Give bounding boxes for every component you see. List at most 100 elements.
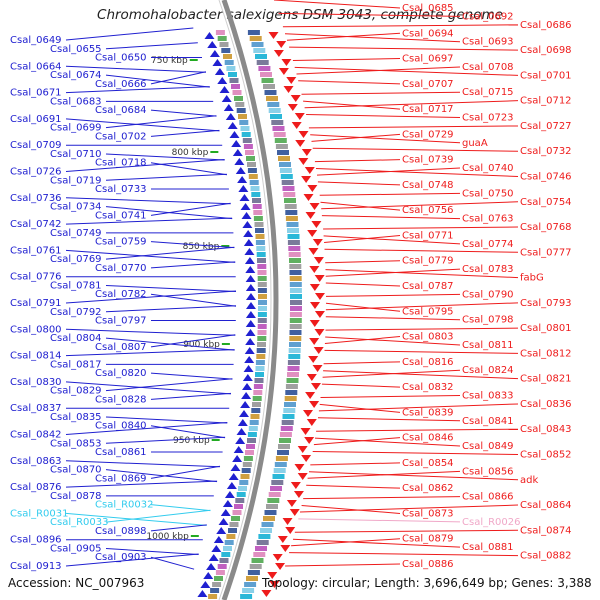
forward-feature-box	[252, 198, 261, 203]
right-label-leader	[312, 451, 519, 455]
left-label-leader	[65, 512, 207, 526]
left-label-leader	[150, 556, 195, 570]
right-label-leader	[289, 46, 519, 51]
forward-gene-arrow	[236, 428, 247, 435]
right-gene-label: Csal_0864	[520, 500, 572, 511]
forward-feature-box	[257, 312, 267, 317]
right-label-leader	[315, 168, 519, 177]
reverse-feature-box	[284, 402, 296, 407]
reverse-feature-box	[258, 66, 271, 71]
reverse-gene-arrow	[313, 347, 324, 354]
scale-label: 850 kbp	[183, 242, 220, 252]
right-label-leader	[310, 462, 401, 466]
reverse-gene-arrow	[306, 374, 317, 381]
right-label-leader	[294, 66, 519, 76]
forward-gene-arrow	[220, 509, 231, 516]
forward-gene-arrow	[240, 401, 251, 408]
forward-gene-arrow	[245, 329, 256, 336]
reverse-feature-box	[278, 156, 290, 161]
right-gene-label: Csal_0771	[402, 230, 454, 241]
forward-gene-arrow	[232, 149, 243, 156]
left-label-leader	[65, 118, 220, 132]
reverse-feature-box	[277, 450, 289, 455]
forward-gene-arrow	[204, 32, 215, 39]
forward-gene-arrow	[224, 491, 235, 498]
left-label-leader	[65, 422, 228, 435]
left-gene-label: Csal_0710	[50, 149, 102, 160]
reverse-feature-box	[286, 378, 299, 383]
left-gene-label: Csal_0683	[50, 96, 102, 107]
left-label-leader	[65, 553, 199, 567]
right-gene-label: Csal_0790	[462, 289, 514, 300]
right-label-leader	[289, 552, 519, 557]
reverse-feature-box	[264, 510, 277, 515]
reverse-feature-box	[271, 480, 284, 485]
reverse-gene-arrow	[309, 266, 320, 273]
reverse-feature-box	[289, 264, 302, 269]
forward-feature-box	[248, 174, 258, 179]
forward-feature-box	[245, 150, 254, 155]
forward-gene-arrow	[228, 473, 239, 480]
forward-gene-arrow	[216, 527, 227, 534]
left-gene-label: Csal_R0031	[10, 508, 69, 519]
left-label-leader	[105, 74, 210, 88]
reverse-feature-box	[274, 462, 287, 467]
forward-feature-box	[252, 402, 261, 407]
right-gene-label: Csal_0727	[520, 121, 572, 132]
left-label-leader	[65, 460, 220, 468]
right-label-leader	[320, 201, 401, 211]
forward-gene-arrow	[230, 464, 241, 471]
forward-feature-box	[217, 36, 227, 41]
forward-feature-box	[256, 246, 266, 251]
right-label-leader	[321, 215, 461, 220]
forward-feature-box	[255, 372, 264, 377]
right-label-leader	[323, 235, 461, 245]
left-gene-label: Csal_0842	[10, 430, 62, 441]
reverse-feature-box	[287, 366, 300, 371]
reverse-gene-arrow	[290, 482, 301, 489]
left-gene-label: Csal_0861	[95, 447, 147, 458]
forward-gene-arrow	[237, 419, 248, 426]
right-gene-label: Csal_0694	[402, 28, 454, 39]
reverse-gene-arrow	[309, 284, 320, 291]
forward-feature-box	[239, 120, 249, 125]
reverse-gene-arrow	[276, 41, 287, 48]
reverse-gene-arrow	[294, 464, 305, 471]
reverse-feature-box	[267, 498, 280, 503]
right-label-leader	[325, 282, 401, 287]
left-label-leader	[150, 162, 227, 176]
scale-label: 950 kbp	[173, 436, 210, 446]
forward-feature-box	[232, 510, 242, 515]
reverse-feature-box	[251, 42, 264, 47]
reverse-feature-box	[256, 60, 269, 65]
left-label-leader	[65, 290, 237, 304]
reverse-gene-arrow	[303, 410, 314, 417]
reverse-feature-box	[290, 294, 302, 299]
reverse-feature-box	[249, 36, 262, 41]
forward-gene-arrow	[200, 581, 211, 588]
reverse-feature-box	[267, 102, 280, 107]
reverse-feature-box	[289, 336, 302, 341]
left-gene-label: Csal_0666	[95, 79, 147, 90]
reverse-gene-arrow	[305, 212, 316, 219]
right-label-leader	[306, 114, 461, 119]
left-label-leader	[150, 129, 220, 137]
left-label-leader	[65, 480, 218, 488]
right-gene-label: Csal_0811	[462, 340, 514, 351]
left-gene-label: Csal_0719	[50, 175, 102, 186]
right-label-leader	[311, 133, 401, 142]
left-label-leader	[65, 381, 231, 395]
left-gene-label: Csal_0709	[10, 140, 62, 151]
reverse-feature-box	[284, 396, 297, 401]
reverse-feature-box	[249, 564, 262, 569]
reverse-feature-box	[268, 108, 281, 113]
right-gene-label: Csal_0833	[462, 391, 514, 402]
forward-gene-arrow	[234, 158, 245, 165]
reverse-feature-box	[289, 258, 301, 263]
right-label-leader	[282, 24, 519, 28]
reverse-feature-box	[261, 522, 274, 527]
right-gene-label: Csal_0881	[462, 542, 514, 553]
right-gene-label: Csal_0854	[402, 458, 454, 469]
right-gene-label: Csal_0732	[520, 146, 572, 157]
left-gene-label: Csal_0837	[10, 403, 62, 414]
